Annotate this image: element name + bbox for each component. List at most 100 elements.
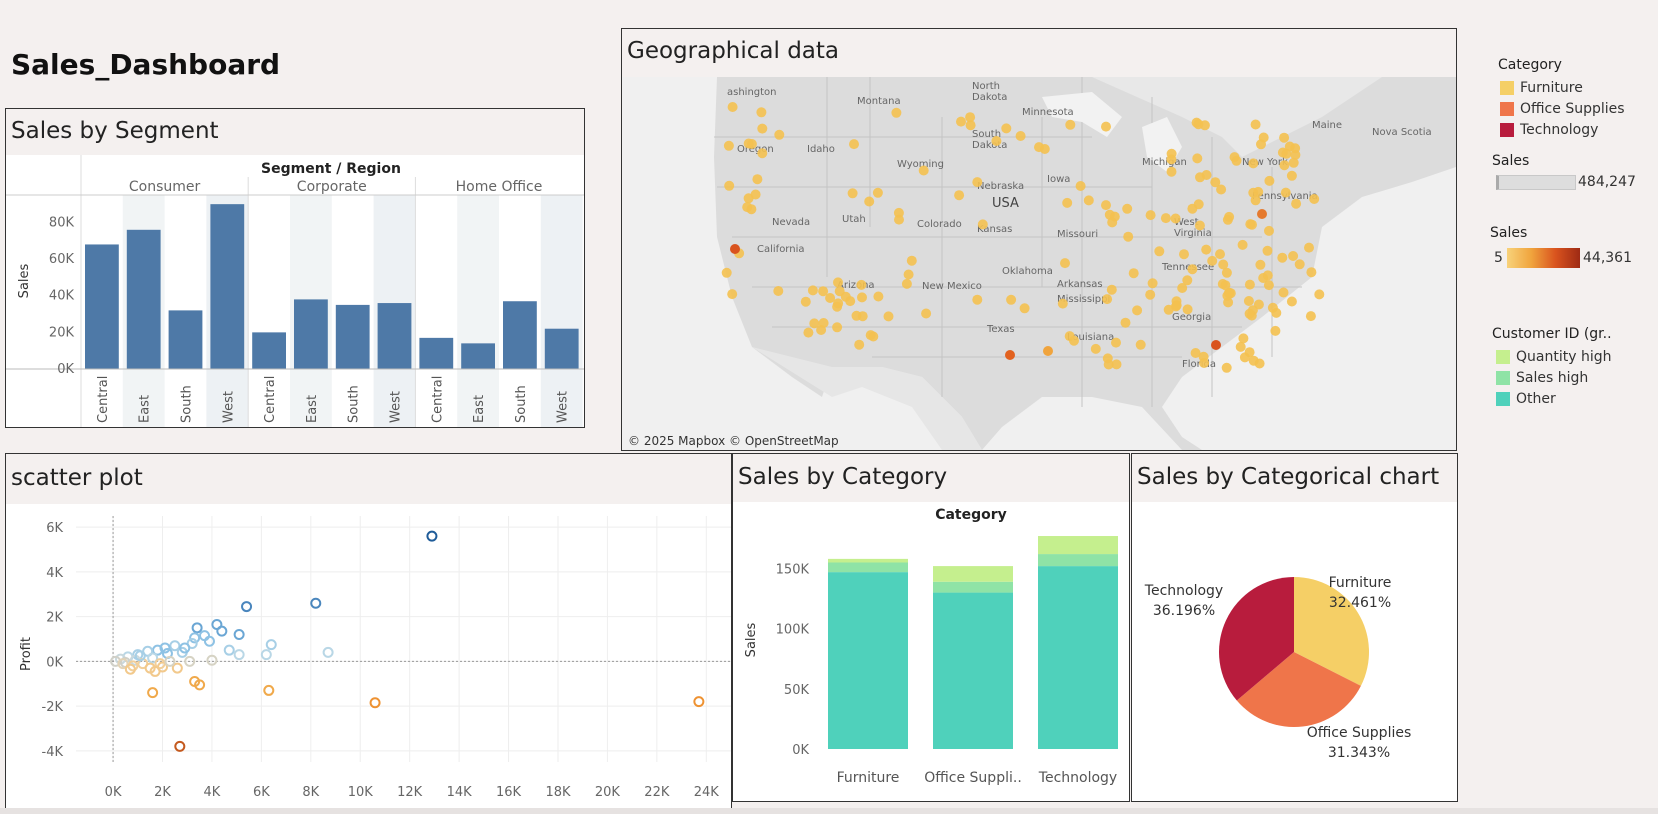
map-dot [847,188,858,199]
scatter-point [152,644,164,656]
map-dot [921,308,932,319]
map-dot [774,129,785,140]
map-dot [1060,258,1070,269]
segment-region-label: East [472,395,487,423]
map-label: Texas [986,324,1015,335]
segment-region-label: West [556,391,571,423]
map-dot [756,107,767,118]
map-label: Colorado [917,219,962,230]
map-dot [1250,195,1261,206]
map-dot [750,189,761,200]
map-dot [1290,143,1301,154]
segment-chart[interactable]: Segment / Region Consumer Central East South… [6,155,584,427]
swatch-office-supplies [1500,102,1514,116]
map-dot [1280,187,1291,198]
map-label: Louisiana [1067,332,1114,343]
map-dot [857,292,867,303]
pie-chart[interactable]: Furniture 32.461% Office Supplies 31.343% Te… [1132,502,1457,801]
map-dot [977,219,988,230]
segment-panel[interactable]: Sales by Segment Segment / Region Consume… [5,108,585,428]
segment-ytick: 40K [49,289,75,304]
segment-region-label: East [305,395,320,423]
map-dot [833,277,843,288]
legend-item-technology[interactable]: Technology [1500,122,1598,138]
scatter-ylabel: Profit [19,637,34,671]
scatter-panel[interactable]: scatter plot 0K 2K 4K 6K 8K 10K 12K 14K 16K 18K 20… [5,453,732,810]
map-dot [1291,198,1302,209]
segment-bar-corporate-south [335,304,370,369]
map-dot [1201,244,1212,255]
scatter-point [117,658,129,670]
legend-item-furniture[interactable]: Furniture [1500,80,1583,96]
legend-item-quantity-high[interactable]: Quantity high [1496,349,1611,365]
category-panel[interactable]: Sales by Category Category 0K 50K 100K 150K S… [732,453,1130,802]
map-dot [1015,131,1026,141]
map-dot [742,202,753,213]
map-label: Georgia [1172,312,1211,323]
map-dot [1075,181,1086,191]
map-label: North Dakota [972,81,1007,103]
map-dot [1210,177,1221,188]
legend-label: Furniture [1520,80,1583,96]
pie-slice-technology [1219,577,1294,701]
map-dot [1062,197,1073,208]
legend-item-other[interactable]: Other [1496,391,1556,407]
segment-header: Segment / Region [261,161,401,177]
map-dot [1277,252,1288,263]
map-dot [972,177,983,188]
map-dot [851,310,862,321]
map-dot [1190,348,1201,358]
map-dot [757,123,768,134]
segment-band [540,195,583,427]
scatter-point [241,601,253,613]
map-dot [1231,155,1242,166]
map-dot [1216,184,1227,195]
map-dot [1006,294,1017,305]
pie-pct: 36.196% [1153,603,1215,619]
map-label: Arkansas [1057,279,1103,290]
map-dot [1309,194,1320,204]
map-attribution[interactable]: © 2025 Mapbox © OpenStreetMap [628,434,839,448]
category-xtick: Furniture [837,770,900,786]
map-label: New Mexico [922,281,982,292]
map-label: South Dakota [972,129,1007,151]
map-dot [1221,362,1232,373]
scatter-point [191,622,203,634]
scatter-point [149,665,161,677]
pie-slice-furniture [1294,577,1369,686]
map-dot [1218,259,1229,270]
map-dot [1247,219,1257,230]
map-dot [1103,359,1114,370]
map-dot [773,286,784,296]
category-chart[interactable]: Category 0K 50K 100K 150K Sales Furniture Offic… [733,502,1129,801]
segment-ylabel: Sales [17,263,32,298]
scatter-xtick: 18K [545,785,571,800]
scatter-ytick: -4K [42,745,64,760]
scatter-point [174,740,186,752]
legend-item-sales-high[interactable]: Sales high [1496,370,1588,386]
map-dot [1279,160,1290,171]
map-dot [1305,311,1316,322]
geo-panel[interactable]: Geographical data ashington Montana North D… [621,28,1457,451]
map-dot [1187,264,1198,275]
legend-item-office-supplies[interactable]: Office Supplies [1500,101,1625,117]
pie-panel[interactable]: Sales by Categorical chart Furniture 32.4… [1131,453,1458,802]
map-dot [1083,195,1094,206]
pie-label: Technology [1144,583,1223,599]
map-dot [1192,153,1203,164]
map-dot [807,285,818,296]
map-dot [1123,231,1134,242]
map[interactable]: ashington Montana North Dakota Minnesota Main… [622,77,1456,450]
segment-bar-home-office-east [461,343,495,369]
map-dot [1069,335,1079,346]
swatch-technology [1500,123,1514,137]
map-dot [1248,158,1259,169]
map-label: Iowa [1047,174,1070,185]
map-label: Maine [1312,120,1342,131]
sheet-tab-strip[interactable] [0,808,1658,814]
scatter-chart[interactable]: 0K 2K 4K 6K 8K 10K 12K 14K 16K 18K 20K 22K 24K -4K -2K… [6,504,731,809]
scatter-ytick: 0K [46,655,63,670]
map-dot [1199,120,1210,131]
category-xtick: Office Suppli.. [924,770,1022,786]
scatter-ytick: 4K [46,566,63,581]
